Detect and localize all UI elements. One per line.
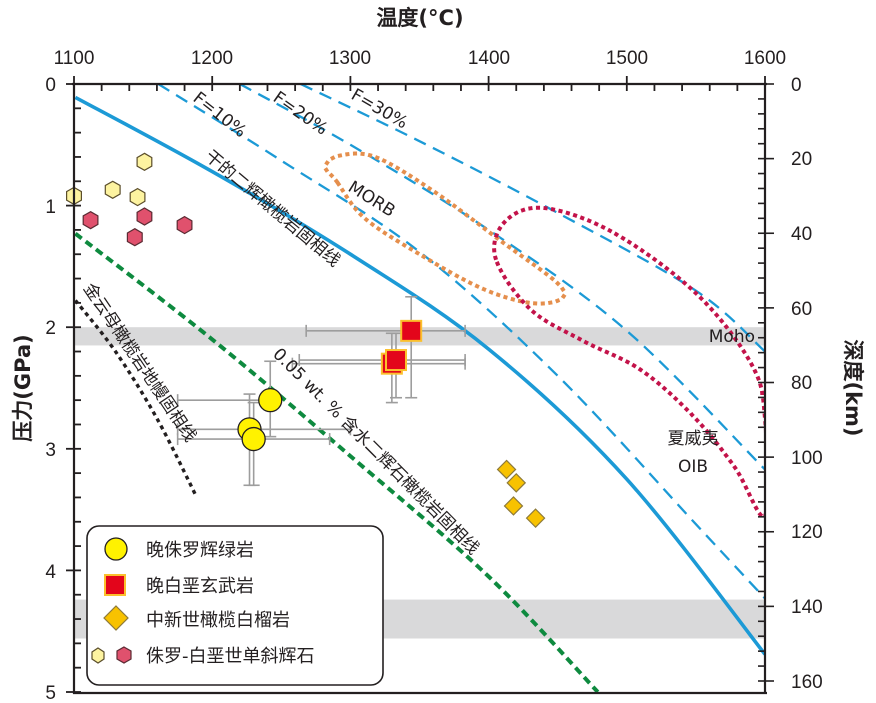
y2-tick-labels: 0 20 40 60 80 100 120 140 160 xyxy=(791,75,823,693)
field-morb xyxy=(323,151,567,306)
data-point-square xyxy=(400,319,423,342)
data-point-hexagon xyxy=(104,180,121,199)
data-point-hexagon xyxy=(126,228,143,247)
y2-tick-label: 40 xyxy=(791,224,812,245)
curves-layer xyxy=(75,85,764,692)
y-tick-label: 3 xyxy=(45,440,56,461)
data-point-hexagon xyxy=(129,187,146,207)
data-point-square xyxy=(385,349,408,372)
legend-box xyxy=(86,525,384,686)
y-tick-label: 5 xyxy=(45,683,56,703)
x-tick-label: 1200 xyxy=(191,48,233,69)
data-point-diamond xyxy=(496,459,517,480)
y2-tick-label: 60 xyxy=(791,299,812,320)
data-point-circle xyxy=(241,426,266,452)
y-tick-label: 1 xyxy=(45,197,56,218)
curve-hydrous-garnet-peridotite-solidus xyxy=(75,232,600,692)
curve-melt-fraction-10 xyxy=(157,85,764,600)
y2-tick-label: 80 xyxy=(791,373,812,394)
label-f30: F=30% xyxy=(348,85,412,133)
legend-marker-hexagon-red xyxy=(116,646,132,664)
data-point-hexagon xyxy=(136,152,153,171)
fields-layer xyxy=(323,151,764,519)
x-axis-title: 温度(°C) xyxy=(376,6,463,30)
data-point-circle xyxy=(258,388,283,413)
data-point-hexagon xyxy=(82,211,99,230)
y-tick-label: 2 xyxy=(45,318,56,339)
y-axis-title: 压力(GPa) xyxy=(11,334,35,441)
curve-dry-peridotite-solidus xyxy=(75,95,764,656)
label-oib-line2: OIB xyxy=(678,457,708,477)
curve-melt-fraction-20 xyxy=(239,85,764,471)
field-hawaii-oib xyxy=(492,205,764,519)
label-f10: F=10% xyxy=(189,88,250,142)
y2-tick-label: 160 xyxy=(791,672,823,693)
label-phlogopite-solidus: 金云母橄榄岩地幔固相线 xyxy=(79,280,200,446)
legend-label: 晚侏罗辉绿岩 xyxy=(146,540,254,561)
y-tick-labels: 0 1 2 3 4 5 xyxy=(45,75,56,703)
x-tick-label: 1400 xyxy=(468,48,510,69)
data-point-diamond xyxy=(525,508,546,528)
y2-tick-label: 120 xyxy=(791,522,823,543)
legend-marker-hexagon-yellow xyxy=(91,647,105,664)
x-tick-label: 1600 xyxy=(744,48,786,69)
x-tick-label: 1500 xyxy=(606,48,648,69)
curve-melt-fraction-30 xyxy=(300,85,764,353)
data-point-diamond xyxy=(503,496,524,516)
legend: 晚侏罗辉绿岩 晚白垩玄武岩 中新世橄榄白榴岩 侏罗-白垩世单斜辉石 xyxy=(86,525,384,686)
data-point-hexagon xyxy=(136,207,153,226)
data-point-diamond xyxy=(506,472,527,493)
label-f20: F=20% xyxy=(269,88,331,140)
y2-tick-label: 100 xyxy=(791,448,823,469)
ticks xyxy=(66,76,774,693)
errorbar-layer xyxy=(176,295,466,487)
legend-label: 晚白垩玄武岩 xyxy=(146,576,254,597)
x-tick-label: 1100 xyxy=(54,48,95,69)
data-point-hexagon xyxy=(176,215,193,235)
y-tick-label: 4 xyxy=(45,562,56,583)
curve-phlogopite-peridotite-solidus xyxy=(75,299,198,496)
legend-marker-diamond xyxy=(103,605,129,631)
y2-tick-label: 140 xyxy=(791,597,823,618)
y2-axis-title: 深度(km) xyxy=(841,339,865,436)
points-layer xyxy=(65,152,546,528)
legend-label: 侏罗-白垩世单斜辉石 xyxy=(146,646,315,667)
label-oib-line1: 夏威夷 xyxy=(668,429,719,449)
x-tick-labels: 1100 1200 1300 1400 1500 1600 xyxy=(54,48,787,69)
x-tick-label: 1300 xyxy=(329,48,371,69)
y2-tick-label: 0 xyxy=(791,75,802,96)
y-tick-label: 0 xyxy=(45,75,56,96)
label-moho: Moho xyxy=(709,327,755,347)
legend-marker-square xyxy=(104,574,126,596)
label-morb: MORB xyxy=(344,177,398,221)
legend-marker-circle xyxy=(104,537,128,561)
y2-tick-label: 20 xyxy=(791,149,812,170)
legend-label: 中新世橄榄白榴岩 xyxy=(146,610,290,631)
label-dry-solidus: 干的二辉橄榄岩固相线 xyxy=(201,147,344,272)
